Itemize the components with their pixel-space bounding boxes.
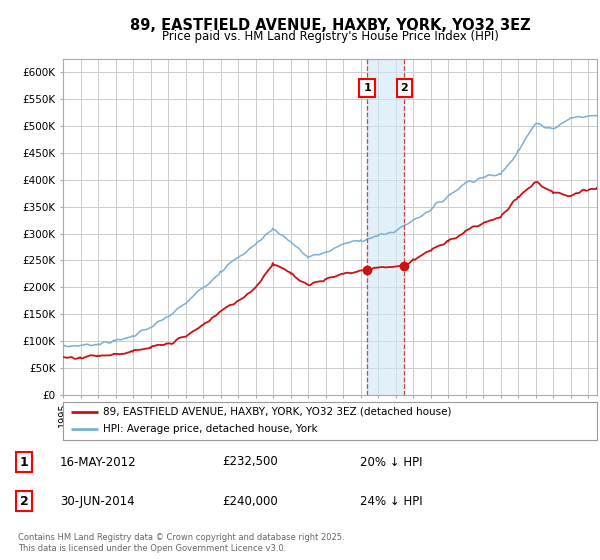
Text: HPI: Average price, detached house, York: HPI: Average price, detached house, York — [103, 424, 317, 435]
Text: 89, EASTFIELD AVENUE, HAXBY, YORK, YO32 3EZ (detached house): 89, EASTFIELD AVENUE, HAXBY, YORK, YO32 … — [103, 407, 452, 417]
Text: 2: 2 — [401, 83, 408, 94]
Bar — [367, 59, 404, 395]
Text: 20% ↓ HPI: 20% ↓ HPI — [360, 455, 422, 469]
Text: 16-MAY-2012: 16-MAY-2012 — [60, 455, 137, 469]
Text: 1: 1 — [20, 455, 28, 469]
Text: 2: 2 — [20, 494, 28, 508]
Text: 89, EASTFIELD AVENUE, HAXBY, YORK, YO32 3EZ: 89, EASTFIELD AVENUE, HAXBY, YORK, YO32 … — [130, 18, 530, 32]
Text: 1: 1 — [363, 83, 371, 94]
Text: Price paid vs. HM Land Registry's House Price Index (HPI): Price paid vs. HM Land Registry's House … — [161, 30, 499, 44]
Text: Contains HM Land Registry data © Crown copyright and database right 2025.
This d: Contains HM Land Registry data © Crown c… — [18, 533, 344, 553]
Text: £240,000: £240,000 — [222, 494, 278, 508]
Text: 30-JUN-2014: 30-JUN-2014 — [60, 494, 134, 508]
Text: 24% ↓ HPI: 24% ↓ HPI — [360, 494, 422, 508]
Text: £232,500: £232,500 — [222, 455, 278, 469]
